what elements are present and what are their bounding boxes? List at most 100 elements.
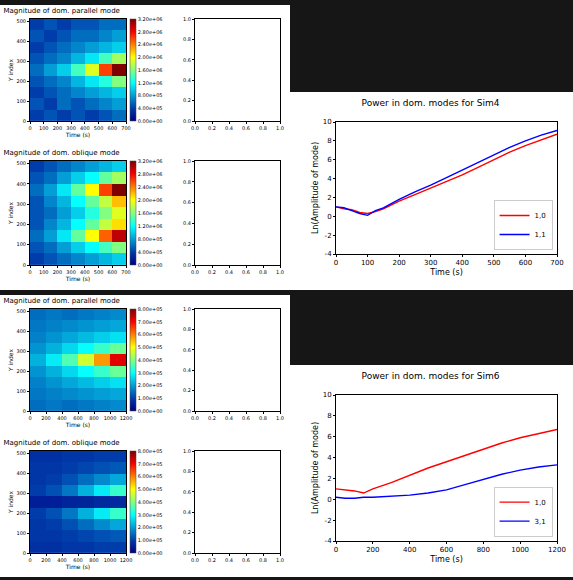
svg-text:0.4: 0.4 — [225, 269, 233, 275]
svg-text:700: 700 — [121, 125, 131, 131]
svg-text:100: 100 — [361, 259, 374, 267]
svg-text:200: 200 — [16, 510, 26, 516]
svg-text:100: 100 — [16, 98, 26, 104]
svg-text:10: 10 — [323, 391, 332, 399]
svg-text:500: 500 — [94, 125, 104, 131]
svg-text:500: 500 — [16, 160, 26, 166]
svg-text:400: 400 — [80, 269, 90, 275]
svg-text:0.4: 0.4 — [183, 220, 191, 226]
svg-text:200: 200 — [16, 221, 26, 227]
svg-text:1.20e+06: 1.20e+06 — [138, 223, 163, 229]
svg-text:1.60e+06: 1.60e+06 — [138, 67, 163, 73]
svg-text:0: 0 — [334, 259, 338, 267]
svg-text:200: 200 — [392, 259, 405, 267]
svg-text:0.0: 0.0 — [191, 415, 199, 421]
svg-text:Y index: Y index — [7, 349, 14, 372]
svg-text:3,1: 3,1 — [535, 518, 546, 526]
svg-text:Time (s): Time (s) — [65, 275, 90, 282]
svg-text:300: 300 — [16, 348, 26, 354]
svg-text:0.0: 0.0 — [183, 118, 191, 124]
svg-text:1.0: 1.0 — [183, 158, 191, 164]
svg-text:500: 500 — [16, 450, 26, 456]
svg-text:1.20e+06: 1.20e+06 — [138, 80, 163, 86]
svg-text:1200: 1200 — [548, 546, 566, 554]
svg-text:800: 800 — [89, 557, 99, 563]
svg-text:0: 0 — [23, 550, 26, 556]
svg-text:Magnitude of dom. parallel mod: Magnitude of dom. parallel mode — [4, 7, 120, 15]
svg-text:0.4: 0.4 — [183, 77, 191, 83]
svg-text:0.6: 0.6 — [242, 269, 250, 275]
svg-text:400: 400 — [80, 125, 90, 131]
svg-text:100: 100 — [16, 388, 26, 394]
svg-text:5.00e+05: 5.00e+05 — [138, 344, 163, 350]
svg-text:0.2: 0.2 — [208, 557, 216, 563]
svg-text:500: 500 — [16, 308, 26, 314]
svg-text:Magnitude of dom. oblique mode: Magnitude of dom. oblique mode — [4, 149, 120, 157]
svg-text:Power in dom. modes for Sim6: Power in dom. modes for Sim6 — [362, 371, 500, 381]
svg-text:6: 6 — [327, 433, 332, 441]
svg-text:1.00e+05: 1.00e+05 — [138, 395, 163, 401]
svg-text:-2: -2 — [325, 517, 332, 525]
svg-text:Time (s): Time (s) — [429, 268, 463, 277]
svg-text:1,0: 1,0 — [535, 212, 546, 220]
svg-text:100: 100 — [16, 530, 26, 536]
svg-text:500: 500 — [94, 269, 104, 275]
svg-text:2.00e+06: 2.00e+06 — [138, 197, 163, 203]
svg-text:7.00e+05: 7.00e+05 — [138, 319, 163, 325]
svg-text:4.00e+05: 4.00e+05 — [138, 499, 163, 505]
svg-text:300: 300 — [66, 269, 76, 275]
svg-text:1000: 1000 — [104, 415, 117, 421]
svg-text:Power in dom. modes for Sim4: Power in dom. modes for Sim4 — [362, 98, 500, 108]
svg-text:5.00e+05: 5.00e+05 — [138, 486, 163, 492]
svg-text:0.6: 0.6 — [183, 57, 191, 63]
svg-text:600: 600 — [108, 269, 118, 275]
svg-text:0.0: 0.0 — [191, 125, 199, 131]
svg-text:2.80e+06: 2.80e+06 — [138, 29, 163, 35]
svg-text:0: 0 — [28, 125, 31, 131]
svg-text:1,0: 1,0 — [535, 499, 546, 507]
svg-text:-4: -4 — [325, 537, 333, 545]
svg-text:0.2: 0.2 — [208, 415, 216, 421]
svg-text:6.00e+05: 6.00e+05 — [138, 331, 163, 337]
svg-text:400: 400 — [57, 557, 67, 563]
svg-text:2.00e+05: 2.00e+05 — [138, 524, 163, 530]
svg-text:200: 200 — [53, 125, 63, 131]
svg-text:Time (s): Time (s) — [65, 421, 90, 428]
svg-text:0.8: 0.8 — [259, 269, 267, 275]
svg-text:300: 300 — [66, 125, 76, 131]
svg-text:800: 800 — [477, 546, 490, 554]
svg-text:2.80e+06: 2.80e+06 — [138, 171, 163, 177]
svg-text:0.0: 0.0 — [191, 269, 199, 275]
svg-text:0.6: 0.6 — [183, 347, 191, 353]
svg-text:400: 400 — [16, 470, 26, 476]
svg-text:Magnitude of dom. oblique mode: Magnitude of dom. oblique mode — [4, 439, 120, 447]
svg-text:0.00e+00: 0.00e+00 — [138, 550, 163, 556]
svg-text:1000: 1000 — [511, 546, 529, 554]
svg-text:0: 0 — [28, 415, 31, 421]
svg-text:0.0: 0.0 — [183, 408, 191, 414]
svg-text:Ln(Amplitude of mode): Ln(Amplitude of mode) — [311, 422, 320, 514]
svg-text:0.6: 0.6 — [242, 557, 250, 563]
svg-text:1.0: 1.0 — [276, 415, 284, 421]
svg-text:1.0: 1.0 — [183, 16, 191, 22]
svg-text:600: 600 — [440, 546, 453, 554]
svg-text:3.00e+05: 3.00e+05 — [138, 512, 163, 518]
svg-text:0.8: 0.8 — [259, 415, 267, 421]
svg-text:400: 400 — [57, 415, 67, 421]
svg-text:0.6: 0.6 — [183, 489, 191, 495]
svg-text:0.2: 0.2 — [183, 529, 191, 535]
svg-text:0.0: 0.0 — [191, 557, 199, 563]
svg-text:3.20e+06: 3.20e+06 — [138, 158, 163, 164]
svg-text:1200: 1200 — [120, 557, 133, 563]
svg-text:0: 0 — [28, 269, 31, 275]
svg-text:500: 500 — [487, 259, 500, 267]
svg-text:0.6: 0.6 — [183, 199, 191, 205]
svg-text:0.2: 0.2 — [208, 125, 216, 131]
svg-text:Y index: Y index — [7, 491, 14, 514]
svg-text:300: 300 — [424, 259, 437, 267]
svg-text:200: 200 — [41, 415, 51, 421]
svg-text:0.2: 0.2 — [183, 97, 191, 103]
svg-text:0: 0 — [23, 118, 26, 124]
svg-text:0.4: 0.4 — [183, 367, 191, 373]
svg-text:0.00e+00: 0.00e+00 — [138, 408, 163, 414]
